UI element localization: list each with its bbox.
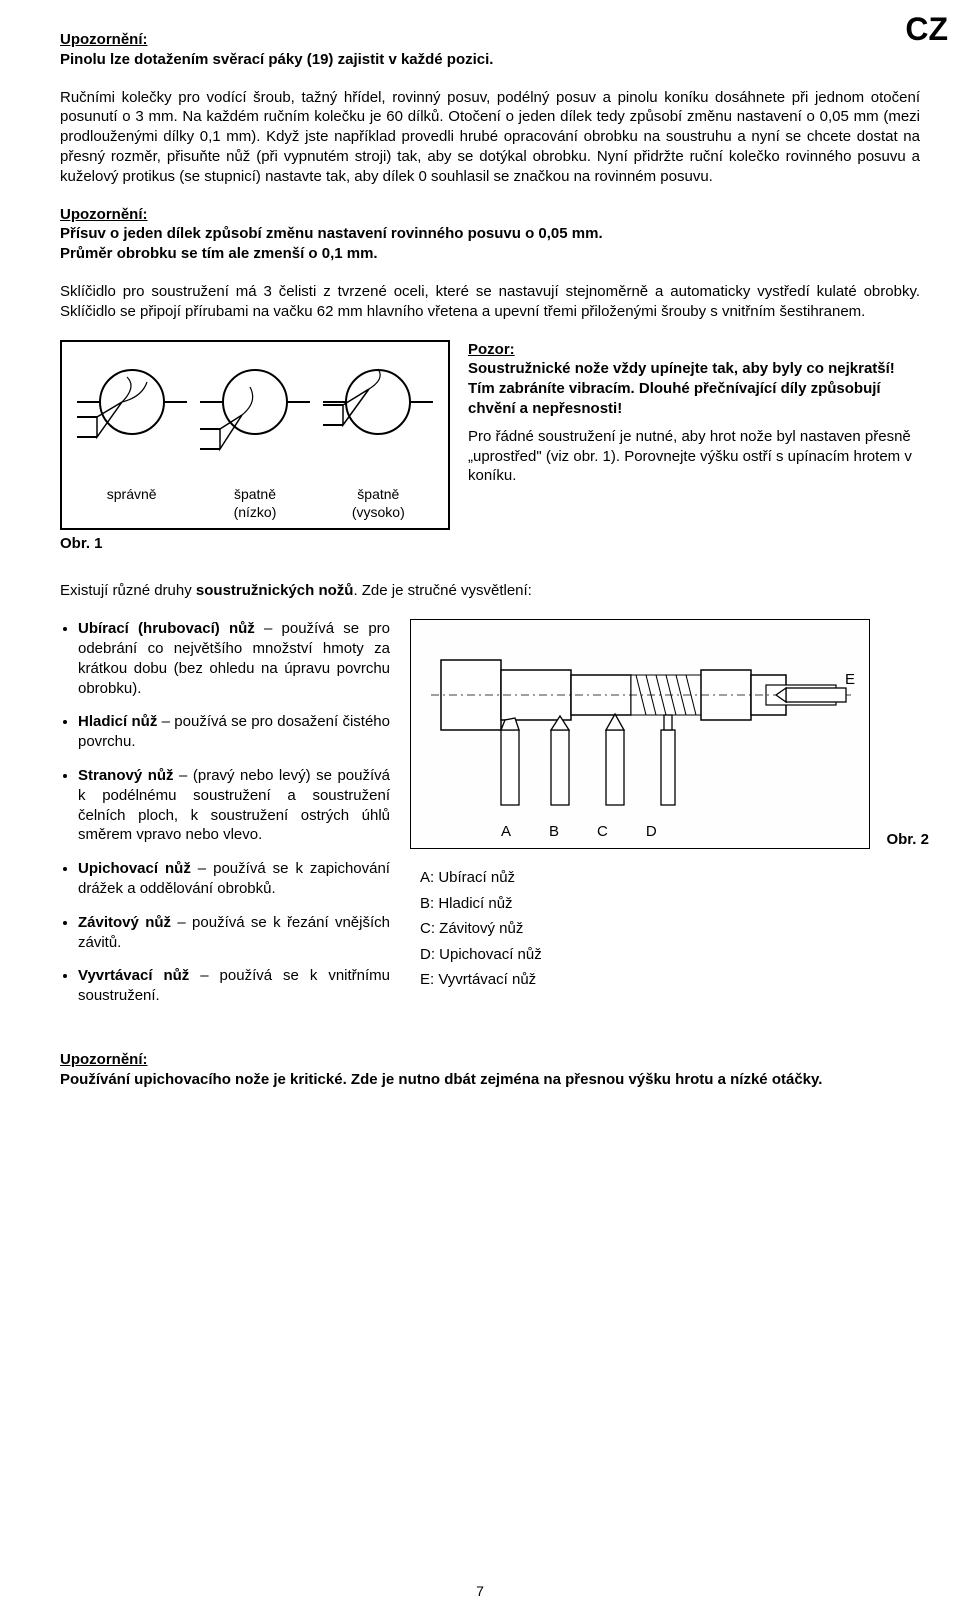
tools-list-column: Ubírací (hrubovací) nůž – používá se pro…: [60, 619, 390, 1020]
tool-item-name: Stranový nůž: [78, 767, 174, 784]
page-number: 7: [0, 1582, 960, 1600]
notice-2-head: Upozornění:: [60, 206, 148, 223]
fig2-letter-d: D: [646, 822, 657, 842]
figure-2-legend: A: Ubírací nůžB: Hladicí nůžC: Závitový …: [420, 865, 920, 993]
tool-item: Hladicí nůž – používá se pro dosažení či…: [78, 712, 390, 752]
paragraph-1: Ručními kolečky pro vodící šroub, tažný …: [60, 88, 920, 187]
tool-height-high-icon: [323, 357, 433, 457]
tool-item: Stranový nůž – (pravý nebo levý) se použ…: [78, 766, 390, 845]
figure-1-row: správně špatně (nízko) špatně (vysoko) O…: [60, 340, 920, 554]
fig1-caption-low: špatně (nízko): [194, 485, 316, 522]
tool-item: Ubírací (hrubovací) nůž – používá se pro…: [78, 619, 390, 698]
fig2-letter-a: A: [501, 822, 511, 842]
tool-item-name: Závitový nůž: [78, 914, 171, 931]
notice-3-head: Upozornění:: [60, 1051, 148, 1068]
language-corner-label: CZ: [905, 8, 948, 50]
notice-1-head: Upozornění:: [60, 31, 148, 48]
legend-line: B: Hladicí nůž: [420, 891, 920, 917]
legend-line: E: Vyvrtávací nůž: [420, 967, 920, 993]
notice-2-line2: Průměr obrobku se tím ale zmenší o 0,1 m…: [60, 245, 378, 262]
fig2-letter-e: E: [845, 670, 855, 690]
figure-2-box: A B C D E Obr. 2: [410, 619, 870, 849]
tool-item-name: Hladicí nůž: [78, 713, 157, 730]
tool-item: Vyvrtávací nůž – používá se k vnitřnímu …: [78, 966, 390, 1006]
tools-section: Ubírací (hrubovací) nůž – používá se pro…: [60, 619, 920, 1020]
legend-line: C: Závitový nůž: [420, 916, 920, 942]
figure-1-captions: správně špatně (nízko) špatně (vysoko): [70, 485, 440, 522]
page: CZ Upozornění: Pinolu lze dotažením svěr…: [0, 0, 960, 1612]
notice-1-body: Pinolu lze dotažením svěrací páky (19) z…: [60, 51, 493, 68]
figure-2-column: A B C D E Obr. 2 A: Ubírací nůžB: Hladic…: [410, 619, 920, 993]
tool-height-low-icon: [200, 357, 310, 457]
attention-line2: Pro řádné soustružení je nutné, aby hrot…: [468, 428, 912, 485]
figure-2-label: Obr. 2: [886, 830, 929, 850]
notice-3: Upozornění: Používání upichovacího nože …: [60, 1050, 920, 1090]
figure-1-left-column: správně špatně (nízko) špatně (vysoko) O…: [60, 340, 450, 554]
paragraph-2: Sklíčidlo pro soustružení má 3 čelisti z…: [60, 282, 920, 322]
tool-list: Ubírací (hrubovací) nůž – používá se pro…: [60, 619, 390, 1006]
tool-item: Závitový nůž – používá se k řezání vnějš…: [78, 913, 390, 953]
legend-line: D: Upichovací nůž: [420, 942, 920, 968]
attention-line1: Soustružnické nože vždy upínejte tak, ab…: [468, 360, 895, 417]
tools-intro-bold: soustružnických nožů: [196, 582, 354, 599]
tool-item-name: Vyvrtávací nůž: [78, 967, 189, 984]
tools-intro: Existují různé druhy soustružnických nož…: [60, 581, 920, 601]
figure-1-box: správně špatně (nízko) špatně (vysoko): [60, 340, 450, 530]
fig1-caption-correct: správně: [71, 485, 193, 522]
tool-height-correct-icon: [77, 357, 187, 457]
fig2-letter-b: B: [549, 822, 559, 842]
tool-item-name: Upichovací nůž: [78, 860, 191, 877]
notice-3-body: Používání upichovacího nože je kritické.…: [60, 1071, 822, 1088]
legend-line: A: Ubírací nůž: [420, 865, 920, 891]
attention-block: Pozor: Soustružnické nože vždy upínejte …: [468, 340, 920, 487]
tool-item-name: Ubírací (hrubovací) nůž: [78, 620, 255, 637]
fig2-letter-c: C: [597, 822, 608, 842]
fig1-caption-high: špatně (vysoko): [317, 485, 439, 522]
notice-2-line1: Přísuv o jeden dílek způsobí změnu nasta…: [60, 225, 603, 242]
tool-item: Upichovací nůž – používá se k zapichován…: [78, 859, 390, 899]
notice-1: Upozornění: Pinolu lze dotažením svěrací…: [60, 30, 920, 70]
figure-2-letter-row: A B C D: [501, 822, 657, 842]
lathe-tools-diagram-icon: [411, 620, 871, 850]
notice-2: Upozornění: Přísuv o jeden dílek způsobí…: [60, 205, 920, 264]
attention-head: Pozor:: [468, 341, 515, 358]
figure-1-diagrams: [70, 352, 440, 462]
figure-1-label: Obr. 1: [60, 534, 450, 554]
